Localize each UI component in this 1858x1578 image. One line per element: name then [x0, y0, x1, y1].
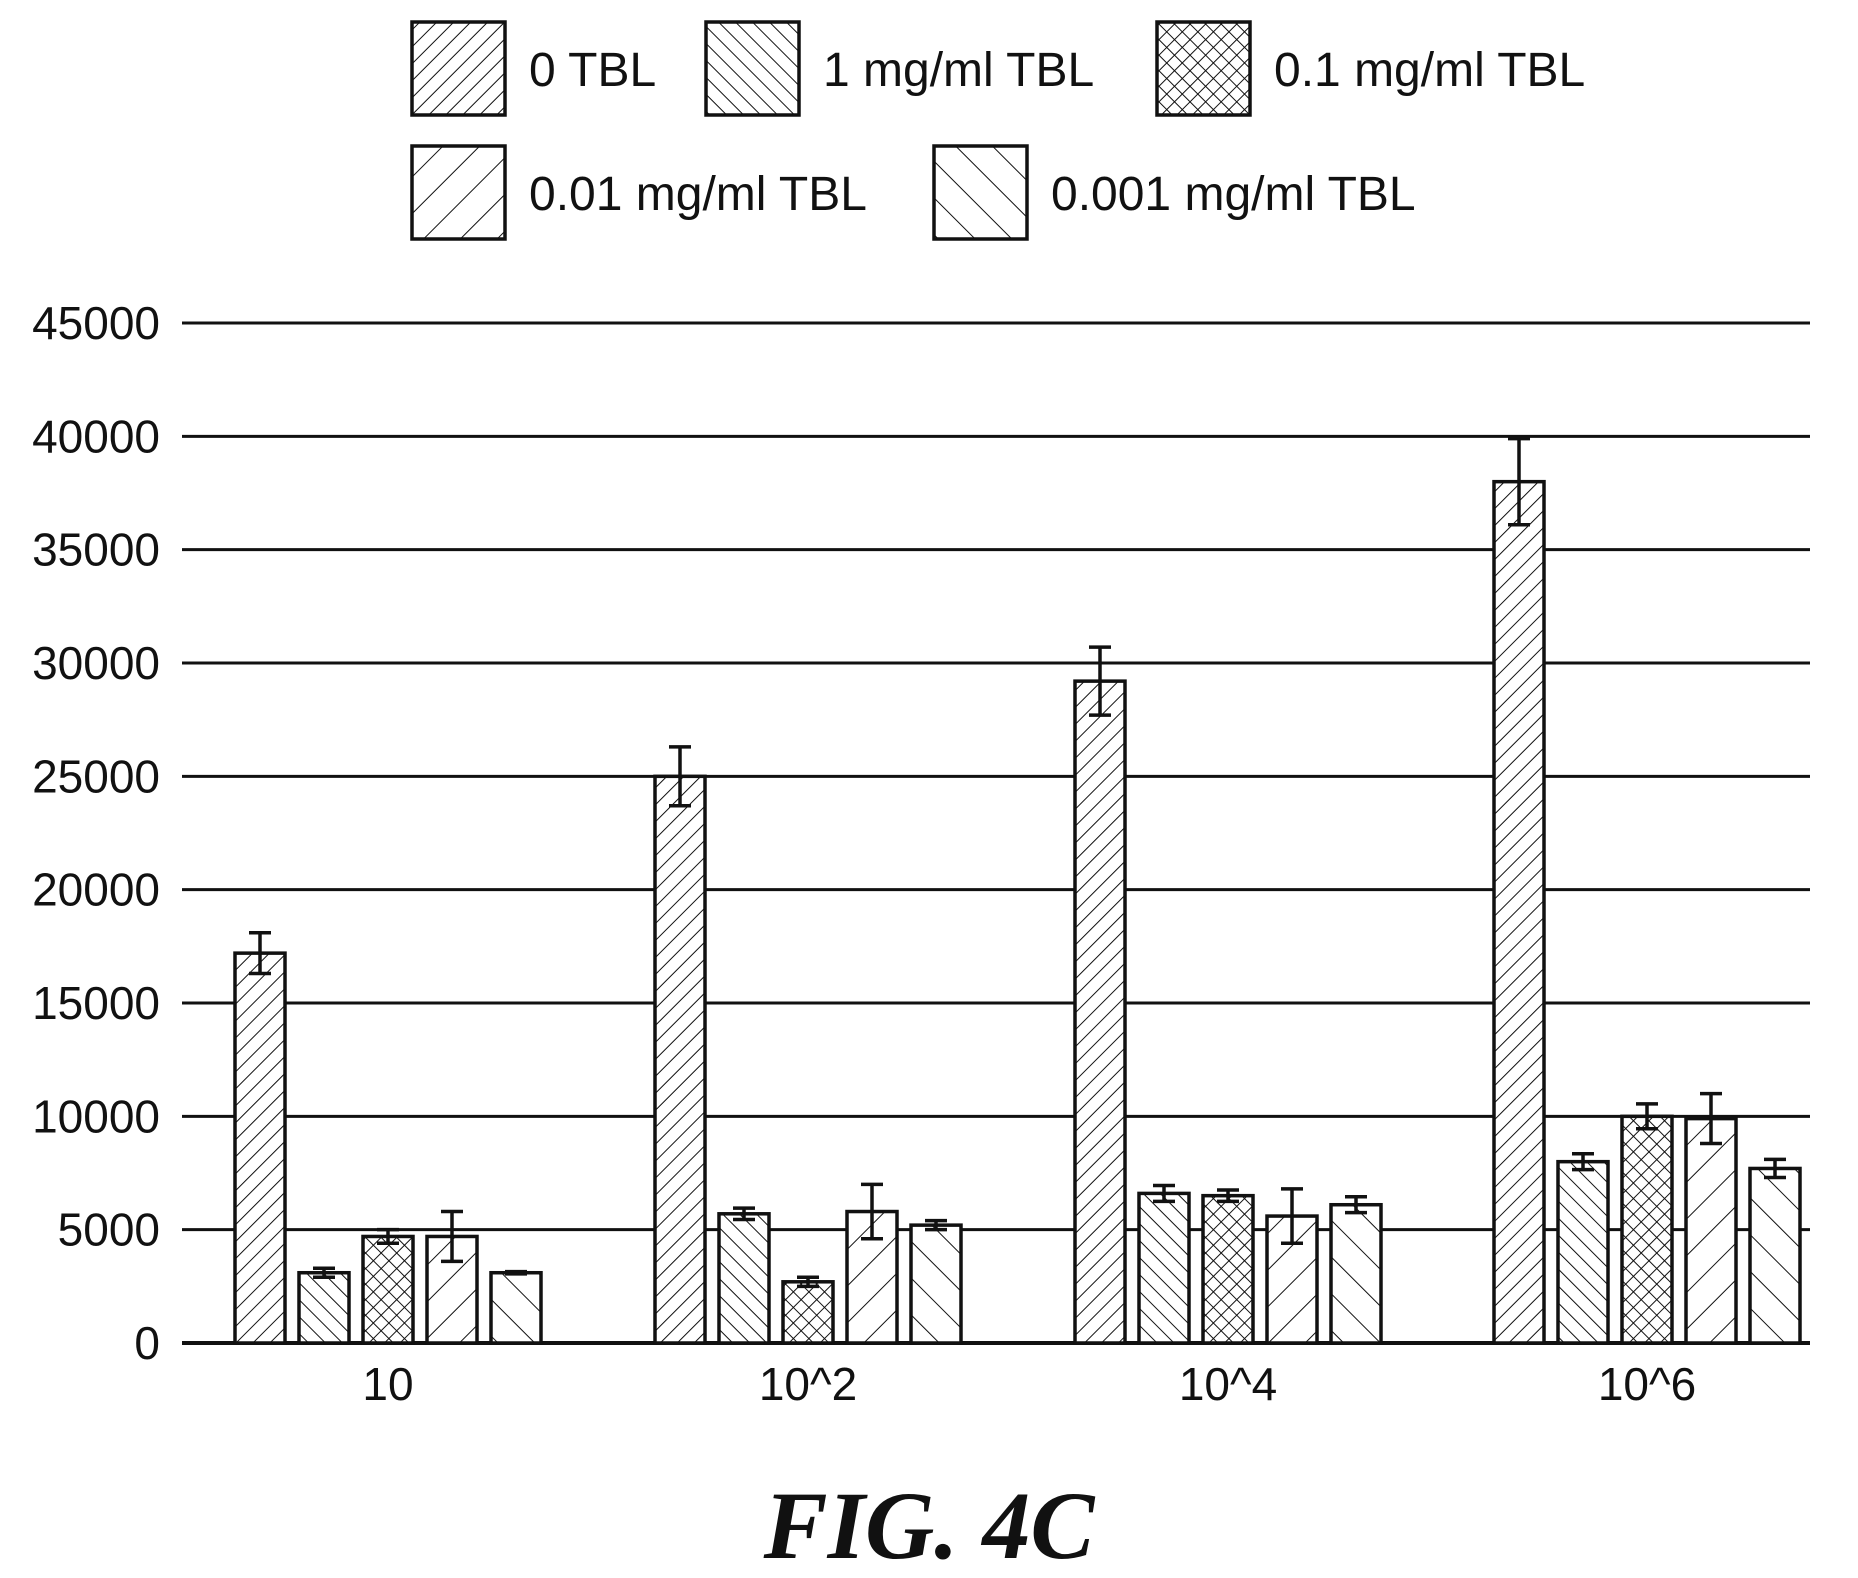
y-tick-label: 35000: [32, 524, 160, 576]
legend-item: 0.01 mg/ml TBL: [410, 144, 867, 241]
bar: [1748, 1166, 1802, 1345]
bar: [781, 1280, 835, 1345]
error-bar: [1153, 1183, 1175, 1204]
error-bar: [797, 1275, 819, 1289]
error-bar: [1508, 436, 1530, 527]
legend-swatch: [410, 144, 507, 241]
y-tick-label: 15000: [32, 977, 160, 1029]
y-tick-label: 10000: [32, 1090, 160, 1142]
bar: [1137, 1191, 1191, 1345]
error-bar: [1700, 1091, 1722, 1146]
bar: [1684, 1116, 1738, 1345]
bar: [1265, 1214, 1319, 1345]
y-tick-label: 45000: [32, 297, 160, 349]
y-tick-label: 0: [134, 1317, 160, 1369]
error-bar: [1217, 1188, 1239, 1204]
bar: [1201, 1193, 1255, 1345]
error-bars: [249, 436, 1786, 1289]
y-tick-label: 5000: [58, 1204, 160, 1256]
legend-label: 0.01 mg/ml TBL: [529, 168, 867, 221]
y-tick-label: 25000: [32, 750, 160, 802]
error-bar: [733, 1206, 755, 1222]
legend-item: 1 mg/ml TBL: [704, 20, 1094, 117]
bar: [297, 1270, 351, 1345]
error-bar: [249, 930, 271, 976]
bar: [361, 1234, 415, 1345]
bar: [909, 1223, 963, 1345]
bar: [1329, 1202, 1383, 1345]
legend: 0 TBL 1 mg/ml TBL 0.1 mg/ml TBL 0.01 mg/ml …: [410, 20, 1585, 241]
legend-label: 0.001 mg/ml TBL: [1051, 168, 1416, 221]
legend-swatch: [704, 20, 801, 117]
x-tick-label: 10^2: [759, 1358, 857, 1410]
error-bar: [1089, 645, 1111, 717]
error-bar: [1281, 1187, 1303, 1246]
y-tick-label: 20000: [32, 864, 160, 916]
bar: [1556, 1159, 1610, 1345]
bar: [1073, 679, 1127, 1345]
error-bar: [1636, 1102, 1658, 1131]
x-tick-label: 10^4: [1179, 1358, 1277, 1410]
bar: [653, 774, 707, 1345]
legend-swatch: [932, 144, 1029, 241]
legend-item: 0.001 mg/ml TBL: [932, 144, 1416, 241]
x-axis-tick-labels: 10 10^2 10^4 10^6: [362, 1358, 1696, 1410]
x-tick-label: 10: [362, 1358, 413, 1410]
bar: [1620, 1114, 1674, 1345]
error-bar: [377, 1227, 399, 1246]
bars: [233, 479, 1802, 1345]
legend-label: 1 mg/ml TBL: [823, 44, 1094, 97]
error-bar: [925, 1218, 947, 1232]
legend-label: 0 TBL: [529, 44, 656, 97]
error-bar: [1345, 1195, 1367, 1215]
error-bar: [505, 1269, 527, 1276]
figure-caption: FIG. 4C: [763, 1472, 1096, 1578]
bar: [489, 1270, 543, 1345]
legend-swatch: [410, 20, 507, 117]
legend-swatch: [1155, 20, 1252, 117]
legend-item: 0.1 mg/ml TBL: [1155, 20, 1585, 117]
legend-label: 0.1 mg/ml TBL: [1274, 44, 1585, 97]
error-bar: [1764, 1157, 1786, 1180]
error-bar: [441, 1209, 463, 1264]
legend-item: 0 TBL: [410, 20, 656, 117]
y-axis-tick-labels: 0 5000 10000 15000 20000 25000 30000 35000 40000…: [32, 297, 160, 1369]
y-tick-label: 40000: [32, 410, 160, 462]
y-tick-label: 30000: [32, 637, 160, 689]
error-bar: [1572, 1151, 1594, 1172]
error-bar: [313, 1266, 335, 1280]
error-bar: [861, 1182, 883, 1241]
bar: [233, 951, 287, 1345]
error-bar: [669, 745, 691, 808]
bar: [1492, 479, 1546, 1345]
bar: [717, 1212, 771, 1345]
x-tick-label: 10^6: [1598, 1358, 1696, 1410]
